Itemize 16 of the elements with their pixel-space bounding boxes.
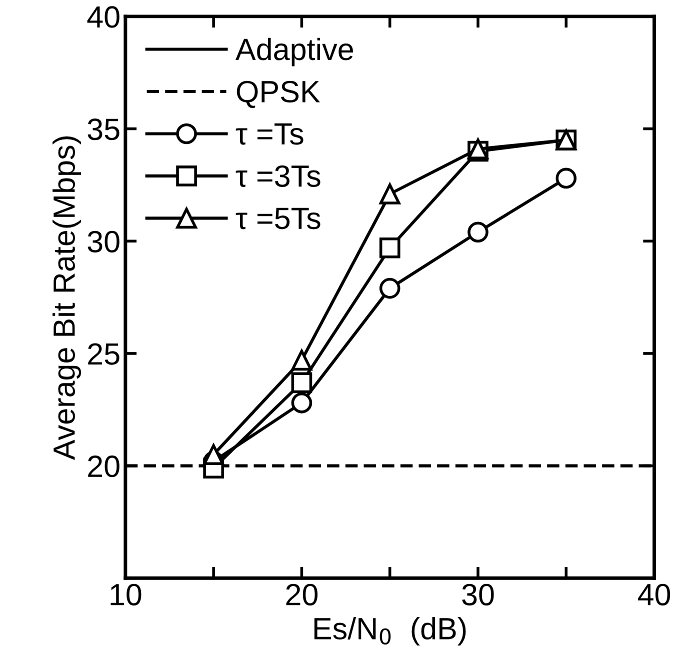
x-tick-label: 40 [638,584,670,606]
y-tick-label: 20 [88,456,120,478]
x-tick-label: 10 [110,584,142,606]
legend-label: QPSK [236,80,320,108]
y-tick-label: 35 [88,118,120,140]
legend-label: τ =Ts [236,123,304,145]
x-tick-label: 30 [462,584,494,606]
legend-label: Adaptive [235,38,353,66]
y-tick-label: 30 [88,230,120,252]
y-tick-label: 40 [87,6,120,28]
x-axis-title: Es/N$_{0}$ (dB) [314,617,466,646]
x-tick-label: 20 [286,584,318,606]
y-tick-label: 25 [88,343,120,365]
legend-label: τ =3Ts [236,165,320,187]
legend-label: τ =5Ts [236,208,320,230]
y-axis-title: Average Bit Rate(Mbps) [52,136,82,460]
